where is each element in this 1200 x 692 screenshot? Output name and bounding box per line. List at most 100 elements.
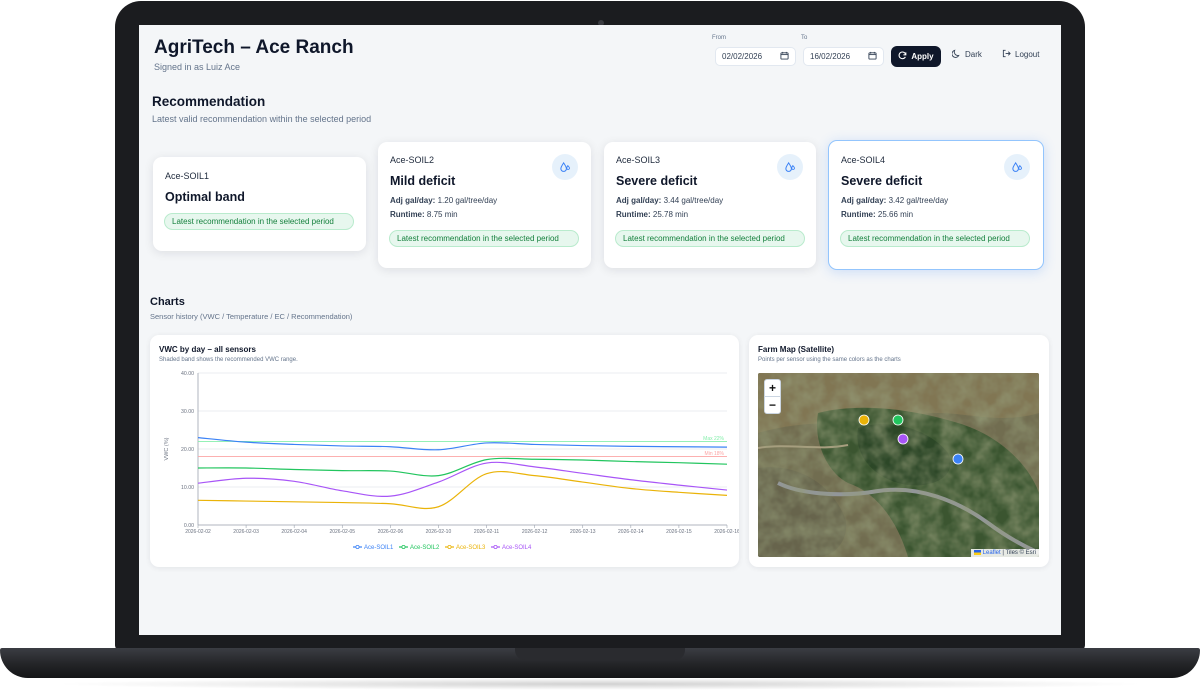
charts-subtitle: Sensor history (VWC / Temperature / EC /… <box>150 312 353 321</box>
charts-title: Charts <box>150 296 185 308</box>
map-subtitle: Points per sensor using the same colors … <box>758 357 901 363</box>
legend-label: Ace-SOIL2 <box>410 545 440 551</box>
runtime-value: 25.66 min <box>877 210 914 219</box>
runtime-value: 8.75 min <box>426 210 458 219</box>
x-tick-label: 2026-02-11 <box>474 529 499 535</box>
satellite-map[interactable]: + − Leaflet | Tiles © Esri <box>758 373 1039 557</box>
recommendation-title: Recommendation <box>152 94 266 109</box>
sensor-marker-ace-soil1[interactable] <box>952 453 964 465</box>
sensor-marker-ace-soil3[interactable] <box>858 414 870 426</box>
card-sensor-name: Ace-SOIL2 <box>390 155 435 165</box>
to-date-value: 16/02/2026 <box>810 52 851 61</box>
runtime-value: 25.78 min <box>652 210 689 219</box>
x-tick-label: 2026-02-06 <box>378 529 404 535</box>
vwc-line-chart[interactable]: 0.00 10.00 20.00 30.00 40.00 VWC (%) 2026-02-0… <box>150 335 739 567</box>
apply-label: Apply <box>911 52 934 61</box>
recommendation-card-soil1[interactable]: Ace-SOIL1 Optimal band Latest recommenda… <box>153 157 366 251</box>
sensor-marker-ace-soil2[interactable] <box>892 414 904 426</box>
logout-label: Logout <box>1015 50 1040 59</box>
x-tick-label: 2026-02-12 <box>522 529 548 535</box>
series-line-ace-soil2 <box>197 457 728 477</box>
legend-label: Ace-SOIL3 <box>456 545 486 551</box>
card-pill: Latest recommendation in the selected pe… <box>389 230 579 247</box>
logout-button[interactable]: Logout <box>1002 49 1039 60</box>
card-sensor-name: Ace-SOIL3 <box>616 155 661 165</box>
satellite-imagery <box>758 373 1039 557</box>
x-tick-label: 2026-02-15 <box>666 529 692 535</box>
signed-in-text: Signed in as Luiz Ace <box>154 62 241 72</box>
card-status: Mild deficit <box>390 174 456 188</box>
to-date-input[interactable]: 16/02/2026 <box>803 47 884 66</box>
adj-label: Adj gal/day: <box>616 196 662 205</box>
adj-value: 3.44 gal/tree/day <box>663 196 724 205</box>
y-tick-label: 20.00 <box>181 447 194 453</box>
y-tick-label: 30.00 <box>181 409 194 415</box>
refresh-icon <box>898 51 907 62</box>
card-runtime-line: Runtime: 25.66 min <box>841 210 913 219</box>
series-line-ace-soil4 <box>197 461 728 498</box>
card-runtime-line: Runtime: 25.78 min <box>616 210 688 219</box>
recommendation-card-soil2[interactable]: Ace-SOIL2 Mild deficit Adj gal/day: 1.20… <box>378 142 591 268</box>
from-date-value: 02/02/2026 <box>722 52 763 61</box>
dark-label: Dark <box>965 50 982 59</box>
card-pill: Latest recommendation in the selected pe… <box>164 213 354 230</box>
runtime-label: Runtime: <box>390 210 425 219</box>
legend-marker <box>401 544 406 549</box>
vwc-chart-subtitle: Shaded band shows the recommended VWC ra… <box>159 357 298 363</box>
card-adj-line: Adj gal/day: 1.20 gal/tree/day <box>390 196 497 205</box>
legend-marker <box>355 544 360 549</box>
logout-icon <box>1002 49 1011 60</box>
leaflet-link[interactable]: Leaflet <box>982 550 1001 556</box>
from-date-input[interactable]: 02/02/2026 <box>715 47 796 66</box>
water-drop-icon[interactable] <box>1004 154 1030 180</box>
calendar-icon[interactable] <box>868 51 877 62</box>
y-tick-label: 40.00 <box>181 371 194 377</box>
card-pill: Latest recommendation in the selected pe… <box>840 230 1030 247</box>
tiles-credit: | Tiles © Esri <box>1002 550 1036 556</box>
y-axis-label: VWC (%) <box>164 437 170 460</box>
recommendation-subtitle: Latest valid recommendation within the s… <box>152 114 372 124</box>
camera <box>598 20 604 26</box>
x-tick-label: 2026-02-10 <box>426 529 452 535</box>
card-status: Severe deficit <box>841 174 923 188</box>
y-tick-label: 0.00 <box>184 523 194 529</box>
legend-marker <box>493 544 498 549</box>
moon-icon <box>951 49 961 60</box>
map-title: Farm Map (Satellite) <box>758 345 835 354</box>
runtime-label: Runtime: <box>841 210 876 219</box>
sensor-marker-ace-soil4[interactable] <box>897 433 909 445</box>
adj-label: Adj gal/day: <box>390 196 436 205</box>
dark-mode-button[interactable]: Dark <box>951 49 982 60</box>
series-line-ace-soil1 <box>197 437 728 451</box>
x-tick-label: 2026-02-13 <box>570 529 596 535</box>
vwc-chart-panel: VWC by day – all sensors Shaded band sho… <box>150 335 739 567</box>
calendar-icon[interactable] <box>780 51 789 62</box>
map-attribution: Leaflet | Tiles © Esri <box>970 548 1039 557</box>
water-drop-icon[interactable] <box>777 154 803 180</box>
zoom-control: + − <box>764 379 781 414</box>
zoom-in-button[interactable]: + <box>768 381 776 395</box>
card-adj-line: Adj gal/day: 3.42 gal/tree/day <box>841 196 948 205</box>
to-label: To <box>801 35 808 41</box>
recommendation-card-soil3[interactable]: Ace-SOIL3 Severe deficit Adj gal/day: 3.… <box>604 142 816 268</box>
legend-marker <box>447 544 452 549</box>
x-tick-label: 2026-02-04 <box>281 529 307 535</box>
reference-line-label: Max 22% <box>703 436 724 442</box>
app-screen: AgriTech – Ace Ranch Signed in as Luiz A… <box>139 25 1061 635</box>
x-tick-label: 2026-02-05 <box>329 529 355 535</box>
adj-value: 1.20 gal/tree/day <box>437 196 498 205</box>
card-status: Severe deficit <box>616 174 698 188</box>
recommendation-card-soil4[interactable]: Ace-SOIL4 Severe deficit Adj gal/day: 3.… <box>828 140 1044 270</box>
reference-line-label: Min 18% <box>705 451 725 457</box>
card-sensor-name: Ace-SOIL1 <box>165 171 210 181</box>
x-tick-label: 2026-02-03 <box>233 529 259 535</box>
app-title: AgriTech – Ace Ranch <box>154 37 354 58</box>
water-drop-icon[interactable] <box>552 154 578 180</box>
card-runtime-line: Runtime: 8.75 min <box>390 210 458 219</box>
legend-label: Ace-SOIL4 <box>502 545 532 551</box>
runtime-label: Runtime: <box>616 210 651 219</box>
apply-button[interactable]: Apply <box>891 46 941 67</box>
x-tick-label: 2026-02-14 <box>618 529 644 535</box>
zoom-out-button[interactable]: − <box>765 396 780 413</box>
ukraine-flag-icon <box>973 549 981 555</box>
